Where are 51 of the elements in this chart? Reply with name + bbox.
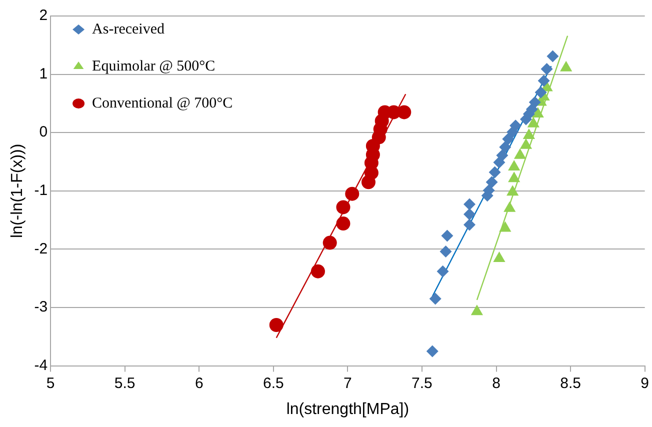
- x-tick-label: 9: [640, 374, 649, 392]
- x-tick-label: 5.5: [114, 374, 136, 392]
- y-tick-label: -4: [34, 356, 48, 374]
- x-tick-label: 8: [492, 374, 500, 392]
- y-tick-label: -1: [34, 182, 48, 200]
- x-axis-title: ln(strength[MPa]): [286, 400, 410, 418]
- point: [310, 264, 325, 278]
- x-tick-label: 5: [46, 374, 55, 392]
- legend-label: Equimolar @ 500°C: [92, 58, 216, 74]
- point: [538, 74, 550, 87]
- point: [540, 63, 553, 76]
- point: [534, 86, 547, 98]
- x-tick-label: 6.5: [262, 374, 284, 392]
- x-tick-label: 8.5: [560, 374, 581, 392]
- point: [486, 176, 498, 188]
- point: [426, 345, 438, 358]
- x-tick-label: 7.5: [412, 374, 432, 392]
- point: [322, 236, 337, 250]
- point: [488, 166, 501, 178]
- legend-label: Conventional @ 700°C: [92, 95, 233, 112]
- point: [464, 218, 476, 231]
- point: [528, 96, 541, 108]
- point: [429, 292, 442, 305]
- point: [464, 198, 476, 210]
- x-tick-label: 7: [344, 374, 352, 392]
- point: [464, 208, 476, 220]
- point: [269, 318, 284, 332]
- point: [436, 265, 449, 278]
- y-axis-title: ln(-ln(1-F(x))): [9, 144, 26, 238]
- point: [502, 133, 514, 146]
- y-tick-label: 0: [39, 124, 48, 141]
- y-tick-label: 1: [39, 65, 48, 82]
- y-tick-label: 2: [39, 7, 48, 24]
- point: [499, 141, 512, 154]
- point: [336, 216, 350, 231]
- point: [546, 50, 559, 62]
- x-tick-label: 6: [194, 374, 204, 392]
- point: [510, 120, 522, 132]
- point: [522, 128, 536, 140]
- point: [336, 200, 350, 214]
- point: [345, 186, 360, 201]
- legend-label: As-received: [92, 21, 165, 38]
- point: [397, 105, 412, 120]
- y-tick-label: -2: [34, 240, 48, 258]
- point: [506, 185, 519, 196]
- point: [441, 230, 454, 242]
- y-tick-label: -3: [34, 298, 48, 316]
- point: [496, 149, 508, 162]
- point: [470, 304, 484, 316]
- point: [493, 252, 506, 262]
- point: [440, 246, 452, 258]
